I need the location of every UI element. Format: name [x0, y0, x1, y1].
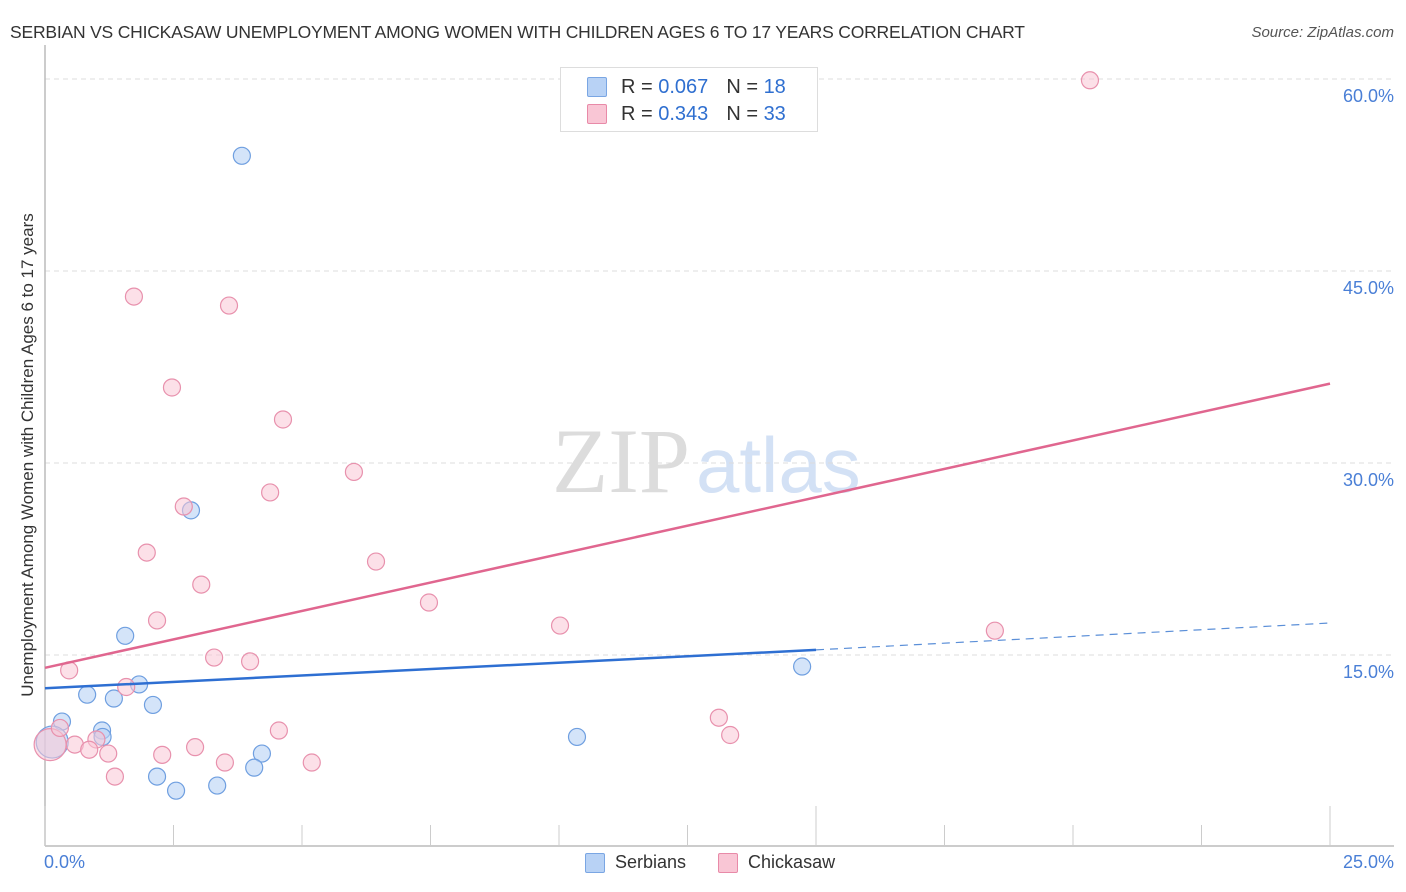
y-tick-15: 15.0%	[1342, 662, 1394, 682]
data-point-chickasaw	[240, 652, 260, 671]
x-tick-0: 0.0%	[44, 852, 86, 872]
legend-label-serbians: Serbians	[615, 852, 687, 872]
data-point-chickasaw	[550, 616, 570, 635]
legend-label-chickasaw: Chickasaw	[748, 852, 836, 872]
data-point-serbians	[245, 758, 264, 777]
data-point-chickasaw	[366, 552, 386, 571]
y-tick-60: 60.0%	[1342, 86, 1394, 106]
data-point-serbians	[116, 626, 135, 645]
data-point-chickasaw	[205, 648, 224, 667]
r-value: 0.343	[658, 102, 709, 125]
data-point-serbians	[208, 776, 227, 795]
watermark: ZIPatlas	[552, 408, 861, 514]
n-value: 18	[763, 75, 786, 98]
y-tick-45: 45.0%	[1342, 278, 1394, 298]
data-point-chickasaw	[137, 543, 156, 562]
legend-row-chickasaw: R = 0.343 N = 33	[587, 101, 786, 127]
legend-item-chickasaw[interactable]: Chickasaw	[718, 852, 835, 873]
data-point-chickasaw	[985, 621, 1004, 640]
data-point-chickasaw	[215, 753, 234, 772]
chickasaw-legend-swatch	[718, 852, 739, 873]
data-point-chickasaw	[174, 497, 193, 516]
data-point-chickasaw	[269, 721, 288, 740]
legend-item-serbians[interactable]: Serbians	[585, 852, 686, 873]
chickasaw-trend-line	[44, 382, 1331, 670]
n-label: N =	[726, 102, 758, 125]
chart-title: SERBIAN VS CHICKASAW UNEMPLOYMENT AMONG …	[10, 22, 1025, 42]
data-point-serbians	[793, 657, 812, 676]
data-point-serbians	[166, 781, 186, 800]
data-point-chickasaw	[105, 767, 125, 786]
x-tick-25: 25.0%	[1342, 852, 1394, 872]
legend-row-serbians: R = 0.067 N = 18	[587, 74, 786, 100]
data-point-chickasaw	[124, 287, 144, 306]
data-point-serbians	[147, 767, 167, 786]
data-point-chickasaw	[1080, 71, 1100, 90]
data-point-chickasaw	[80, 740, 99, 759]
watermark-zip: ZIP	[552, 410, 690, 512]
r-value: 0.067	[658, 75, 709, 98]
n-label: N =	[726, 75, 758, 98]
data-point-chickasaw	[185, 738, 205, 757]
data-point-chickasaw	[344, 462, 364, 482]
data-point-chickasaw	[192, 575, 211, 594]
data-point-serbians	[78, 685, 97, 704]
chickasaw-swatch	[587, 104, 607, 124]
data-point-chickasaw	[302, 753, 321, 772]
data-point-serbians	[232, 146, 251, 165]
data-point-serbians	[567, 727, 587, 747]
data-point-chickasaw	[721, 725, 740, 745]
series-legend: Serbians Chickasaw	[585, 852, 867, 873]
y-axis-label: Unemployment Among Women with Children A…	[18, 213, 37, 697]
r-label: R =	[621, 102, 653, 125]
data-point-serbians	[143, 695, 163, 715]
data-point-chickasaw	[147, 611, 167, 630]
data-point-chickasaw	[709, 708, 728, 727]
data-point-chickasaw	[162, 378, 182, 397]
correlation-legend: R = 0.067 N = 18 R = 0.343 N = 33	[560, 67, 818, 132]
serbians-trend-line	[44, 648, 817, 690]
data-point-serbians	[252, 744, 272, 763]
serbians-swatch	[587, 77, 607, 97]
data-point-chickasaw	[273, 410, 293, 429]
data-point-chickasaw	[117, 677, 136, 697]
data-point-serbians	[104, 689, 123, 708]
source-label: Source: ZipAtlas.com	[1251, 24, 1394, 41]
data-point-chickasaw	[419, 593, 439, 612]
n-value: 33	[763, 102, 786, 125]
data-point-chickasaw	[99, 744, 118, 763]
r-label: R =	[621, 75, 653, 98]
data-point-chickasaw	[153, 745, 172, 764]
data-point-chickasaw	[261, 483, 280, 502]
serbians-trend-extension	[815, 622, 1331, 651]
data-point-chickasaw	[50, 718, 70, 738]
data-point-chickasaw	[219, 296, 239, 315]
serbians-legend-swatch	[585, 852, 605, 873]
y-tick-30: 30.0%	[1342, 470, 1394, 490]
